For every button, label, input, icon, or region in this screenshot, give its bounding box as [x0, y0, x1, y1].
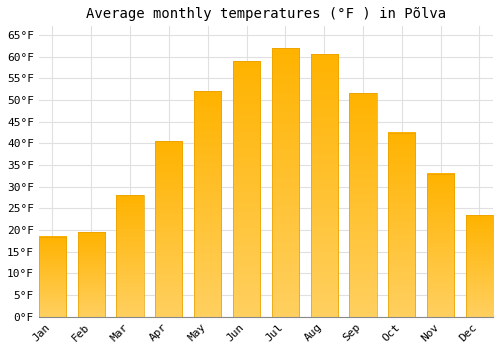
Bar — [388, 133, 415, 317]
Bar — [78, 232, 105, 317]
Bar — [466, 215, 493, 317]
Bar — [156, 141, 182, 317]
Bar — [272, 48, 299, 317]
Bar — [427, 174, 454, 317]
Title: Average monthly temperatures (°F ) in Põlva: Average monthly temperatures (°F ) in Põ… — [86, 7, 446, 21]
Bar — [194, 91, 222, 317]
Bar — [116, 195, 143, 317]
Bar — [310, 55, 338, 317]
Bar — [350, 93, 376, 317]
Bar — [39, 237, 66, 317]
Bar — [233, 61, 260, 317]
